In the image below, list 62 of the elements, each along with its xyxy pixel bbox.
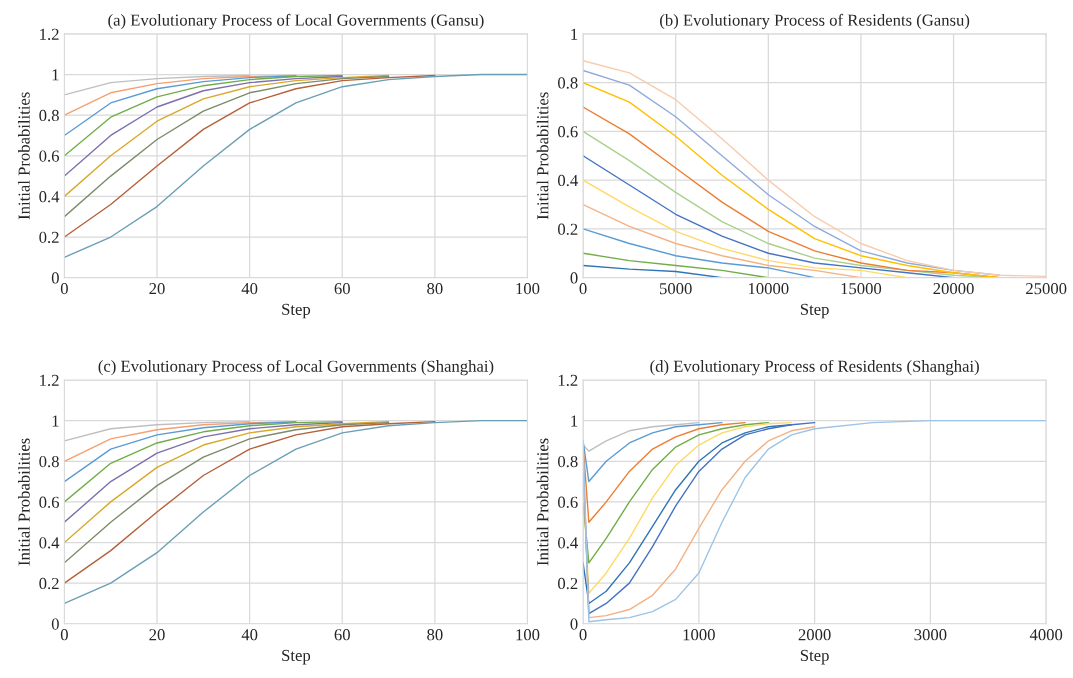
y-tick-label: 0.6 [558, 126, 578, 138]
y-tick-label: 1 [52, 69, 59, 81]
x-tick-label: 2000 [798, 629, 831, 641]
y-tick-label: 0.4 [558, 174, 578, 187]
y-tick-label: 0 [51, 272, 59, 284]
x-axis-title: Step [282, 303, 311, 319]
x-tick-label: 60 [334, 282, 350, 295]
x-tick-label: 0 [579, 282, 587, 295]
x-tick-label: 0 [579, 629, 587, 641]
y-tick-label: 0 [51, 618, 59, 630]
x-axis-title: Step [282, 649, 311, 665]
y-tick-label: 0.4 [39, 191, 60, 203]
y-tick-label: 0.2 [558, 577, 578, 590]
x-tick-label: 4000 [1029, 629, 1063, 641]
x-tick-label: 0 [60, 629, 68, 641]
x-tick-label: 80 [427, 629, 443, 641]
x-tick-label: 40 [241, 282, 258, 295]
x-tick-label: 80 [427, 282, 443, 295]
y-axis-title: Initial Probabilities [536, 92, 549, 220]
y-tick-label: 1 [571, 28, 578, 40]
y-tick-label: 0.8 [558, 455, 578, 468]
y-tick-label: 0.8 [39, 455, 59, 468]
y-tick-label: 0.4 [558, 537, 578, 549]
y-tick-label: 0.8 [39, 109, 59, 122]
y-axis-title: Initial Probabilities [18, 438, 30, 566]
y-tick-label: 1.2 [558, 374, 578, 387]
y-axis-title: Initial Probabilities [18, 92, 30, 220]
x-tick-label: 100 [516, 629, 540, 641]
x-tick-label: 60 [334, 629, 350, 641]
x-tick-label: 40 [241, 629, 258, 641]
x-axis-title: Step [800, 649, 829, 665]
y-tick-label: 1.2 [40, 28, 59, 40]
x-tick-label: 15000 [841, 282, 882, 295]
y-tick-label: 0.6 [558, 496, 578, 508]
y-tick-label: 1 [571, 415, 578, 427]
chart-title: (c) Evolutionary Process of Local Governments (Shanghai) [98, 359, 494, 376]
x-tick-label: 10000 [748, 282, 789, 295]
y-tick-label: 1 [52, 415, 59, 427]
y-tick-label: 0 [570, 618, 578, 630]
x-tick-label: 20 [149, 282, 165, 295]
x-tick-label: 3000 [914, 629, 947, 641]
chart-title: (d) Evolutionary Process of Residents (Shanghai) [650, 359, 979, 376]
x-tick-label: 20000 [933, 282, 974, 295]
x-tick-label: 100 [516, 282, 540, 295]
y-tick-label: 0.6 [39, 496, 60, 508]
x-tick-label: 25000 [1026, 282, 1067, 295]
x-tick-label: 1000 [683, 629, 715, 641]
y-tick-label: 0.2 [39, 577, 59, 590]
chart-title: (b) Evolutionary Process of Residents (Gansu) [660, 13, 970, 30]
x-axis-title: Step [800, 303, 829, 319]
y-tick-label: 0 [570, 272, 578, 284]
x-tick-label: 5000 [659, 282, 692, 295]
y-tick-label: 0.2 [39, 231, 59, 244]
chart-title: (a) Evolutionary Process of Local Governments (Gansu) [108, 13, 484, 30]
y-axis-title: Initial Probabilities [536, 438, 549, 566]
y-tick-label: 1.2 [40, 374, 59, 387]
y-tick-label: 0.8 [558, 77, 578, 89]
y-tick-label: 0.6 [39, 150, 60, 162]
x-tick-label: 20 [149, 629, 165, 641]
x-tick-label: 0 [60, 282, 68, 295]
y-tick-label: 0.2 [558, 223, 578, 235]
y-tick-label: 0.4 [39, 537, 60, 549]
